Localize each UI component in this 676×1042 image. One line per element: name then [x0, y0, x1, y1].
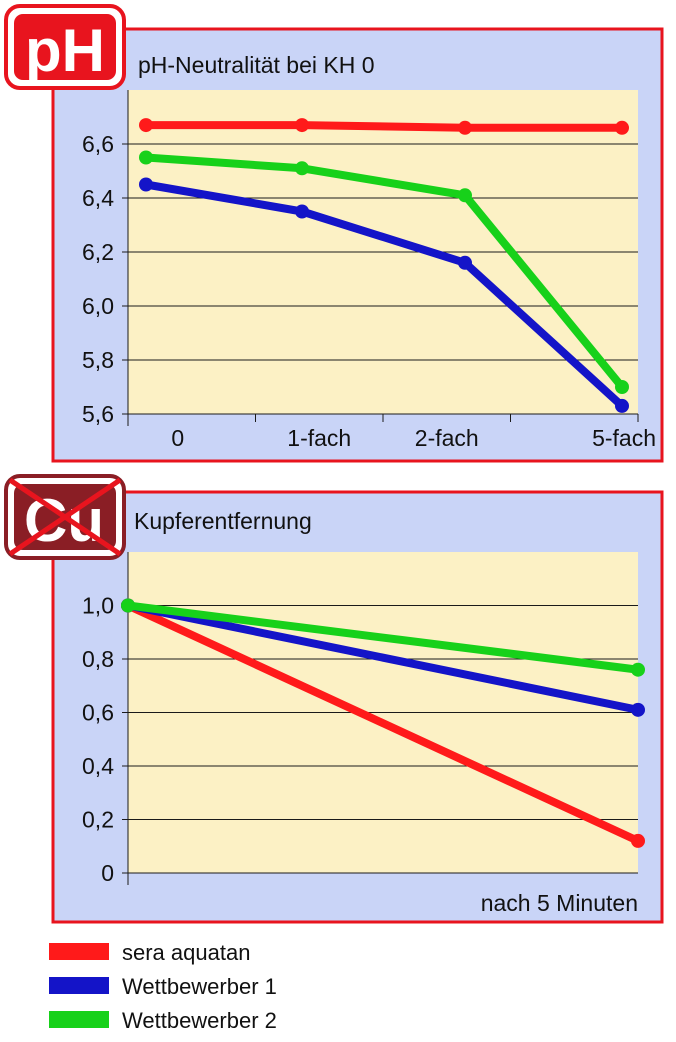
ph-y-tick-label: 6,4 — [82, 185, 114, 211]
ph-badge-text: pH — [25, 17, 105, 84]
ph-data-point — [295, 118, 309, 133]
ph-x-tick-label: 0 — [171, 425, 184, 451]
ph-plot-area: 5,6 5,8 6,0 6,2 6,4 6,6 0 1-fach 2-fach 5-fach — [82, 90, 656, 451]
ph-data-point — [295, 204, 309, 219]
legend-label: sera aquatan — [122, 940, 250, 965]
cu-series-line-1 — [124, 601, 642, 714]
ph-data-point — [458, 255, 472, 270]
cu-y-tick-label: 0,4 — [82, 753, 114, 779]
cu-plot-area: 0 0,2 0,4 0,6 0,8 1,0 — [82, 552, 645, 886]
ph-x-tick-label: 1-fach — [287, 425, 351, 451]
ph-series-line-2 — [142, 153, 626, 391]
ph-data-point — [295, 161, 309, 176]
cu-badge-cross-line-2 — [8, 477, 122, 557]
ph-data-point — [139, 150, 153, 165]
cu-chart-panel: Kupferentfernung 0 0,2 0,4 0,6 0,8 1,0 nach 5… — [51, 490, 664, 924]
cu-y-tick-label: 0,2 — [82, 807, 114, 833]
ph-data-point — [615, 120, 629, 135]
ph-chart-title: pH-Neutralität bei KH 0 — [138, 52, 375, 78]
cu-series-line-0 — [124, 601, 642, 845]
cu-badge: Cu — [4, 474, 126, 560]
ph-data-point — [139, 118, 153, 133]
ph-series-line-0 — [142, 121, 626, 132]
ph-y-tick-label: 6,6 — [82, 131, 114, 157]
cu-data-point — [121, 598, 135, 613]
cu-data-point — [631, 833, 645, 848]
ph-series-line-1 — [142, 180, 626, 410]
ph-x-tick-label: 5-fach — [592, 425, 656, 451]
cu-x-axis-label: nach 5 Minuten — [481, 890, 638, 916]
cu-chart-title: Kupferentfernung — [134, 508, 312, 534]
ph-y-tick-label: 6,2 — [82, 239, 114, 265]
cu-y-tick-label: 1,0 — [82, 593, 114, 619]
ph-badge-fill — [14, 14, 116, 80]
ph-chart-panel: pH-Neutralität bei KH 0 5,6 5,8 6,0 6,2 6,4 6… — [51, 27, 664, 463]
ph-data-point — [458, 188, 472, 203]
cu-series-line-2 — [124, 601, 642, 674]
legend-swatch — [49, 943, 109, 960]
cu-data-point — [631, 702, 645, 717]
ph-data-point — [615, 380, 629, 394]
legend-swatch — [49, 977, 109, 994]
ph-y-tick-label: 6,0 — [82, 293, 114, 319]
cu-y-tick-label: 0,6 — [82, 700, 114, 726]
ph-data-point — [139, 177, 153, 192]
legend: sera aquatan Wettbewerber 1 Wettbewerber 2 — [49, 940, 277, 1033]
legend-label: Wettbewerber 1 — [122, 974, 277, 999]
legend-label: Wettbewerber 2 — [122, 1008, 277, 1033]
ph-x-tick-label: 2-fach — [415, 425, 479, 451]
ph-data-point — [458, 120, 472, 135]
ph-y-tick-label: 5,6 — [82, 401, 114, 427]
legend-swatch — [49, 1011, 109, 1028]
ph-y-tick-label: 5,8 — [82, 347, 114, 373]
cu-data-point — [631, 662, 645, 677]
ph-data-point — [615, 398, 629, 413]
cu-y-tick-label: 0 — [101, 860, 114, 886]
ph-badge: pH — [4, 4, 126, 90]
cu-y-tick-label: 0,8 — [82, 646, 114, 672]
